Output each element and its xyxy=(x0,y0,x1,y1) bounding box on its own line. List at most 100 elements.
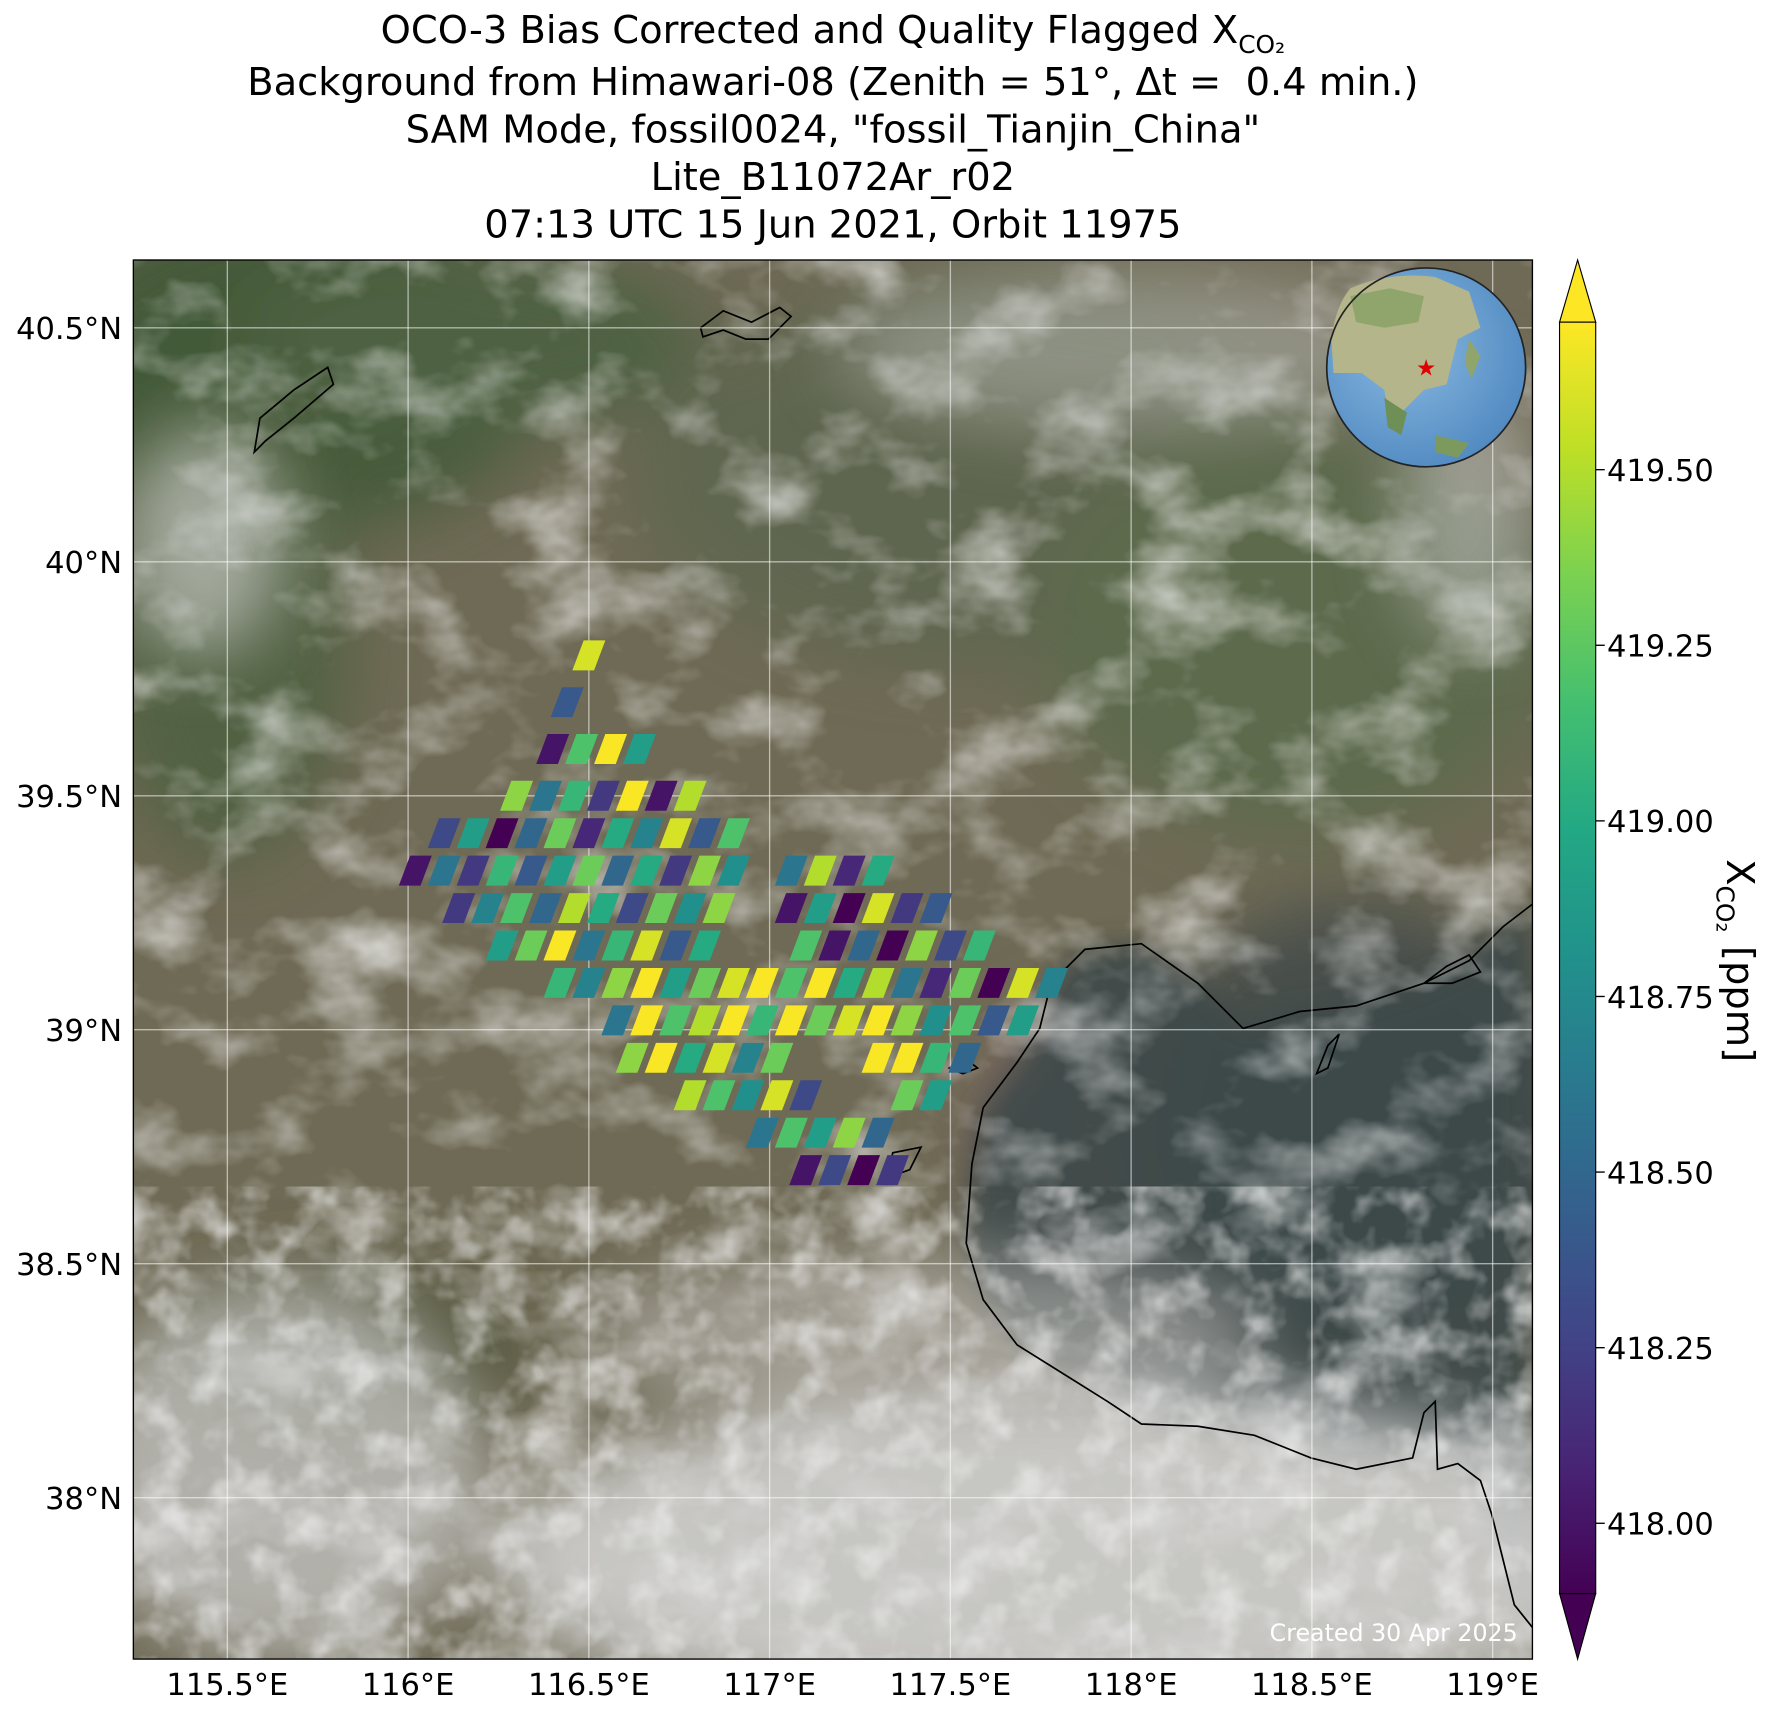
footprint xyxy=(630,1005,664,1036)
footprint xyxy=(760,1080,794,1111)
footprint xyxy=(745,1117,779,1148)
footprint xyxy=(774,967,808,998)
footprint xyxy=(789,1080,823,1111)
footprint xyxy=(673,1080,707,1111)
footprint xyxy=(536,733,570,764)
footprint xyxy=(745,967,779,998)
footprint xyxy=(550,687,584,718)
footprint xyxy=(818,930,852,961)
footprint xyxy=(528,780,562,811)
footprint xyxy=(919,967,953,998)
footprint xyxy=(890,1042,924,1073)
colorbar-tick-label: 419.25 xyxy=(1607,630,1714,665)
subtitle: 07:13 UTC 15 Jun 2021, Orbit 11975 xyxy=(484,202,1181,247)
footprint xyxy=(716,855,750,886)
footprint xyxy=(615,780,649,811)
footprint xyxy=(803,1005,837,1036)
footprint xyxy=(861,967,895,998)
title-subscript: CO₂ xyxy=(1238,30,1285,59)
subtitle: Lite_B11072Ar_r02 xyxy=(651,155,1015,200)
footprint xyxy=(861,1005,895,1036)
footprint xyxy=(977,1005,1011,1036)
footprint xyxy=(890,893,924,924)
footprint xyxy=(861,893,895,924)
colorbar-tick-label: 418.00 xyxy=(1607,1508,1714,1543)
footprint xyxy=(1006,1005,1040,1036)
footprint xyxy=(1035,967,1069,998)
footprint xyxy=(688,1005,722,1036)
footprint xyxy=(572,930,606,961)
footprint xyxy=(890,967,924,998)
footprint xyxy=(716,967,750,998)
footprint xyxy=(485,818,519,849)
footprint xyxy=(702,893,736,924)
footprint xyxy=(702,1080,736,1111)
title-text: OCO-3 Bias Corrected and Quality Flagged… xyxy=(381,8,1239,53)
colorbar-label: XCO₂ [ppm] xyxy=(1711,859,1762,1062)
y-tick-label: 39°N xyxy=(45,1014,122,1049)
footprint xyxy=(514,930,548,961)
footprint xyxy=(615,893,649,924)
footprint xyxy=(500,780,534,811)
colorbar-label-unit: [ppm] xyxy=(1717,946,1762,1062)
footprint xyxy=(847,930,881,961)
x-tick-label: 118°E xyxy=(1085,1668,1178,1703)
footprint xyxy=(803,967,837,998)
footprint xyxy=(876,1155,910,1186)
footprint xyxy=(659,1005,693,1036)
footprint xyxy=(803,893,837,924)
footprint xyxy=(876,930,910,961)
footprint xyxy=(745,1005,779,1036)
footprint xyxy=(688,967,722,998)
footprint xyxy=(688,818,722,849)
colorbar-tick-label: 419.00 xyxy=(1607,805,1714,840)
footprint xyxy=(485,855,519,886)
footprint xyxy=(948,1042,982,1073)
footprint xyxy=(427,855,461,886)
footprint xyxy=(630,818,664,849)
footprint xyxy=(919,1042,953,1073)
colorbar-tick-label: 418.50 xyxy=(1607,1156,1714,1191)
y-tick-label: 39.5°N xyxy=(16,780,122,815)
satellite-background xyxy=(133,260,1533,1660)
footprint xyxy=(774,893,808,924)
footprint xyxy=(919,1005,953,1036)
x-tick-label: 118.5°E xyxy=(1251,1668,1373,1703)
y-tick-label: 38°N xyxy=(45,1482,122,1517)
footprint xyxy=(688,855,722,886)
footprint xyxy=(1006,967,1040,998)
subtitle: SAM Mode, fossil0024, "fossil_Tianjin_Ch… xyxy=(406,107,1261,152)
footprint xyxy=(861,1042,895,1073)
footprint xyxy=(962,930,996,961)
footprint xyxy=(659,855,693,886)
x-tick-label: 117°E xyxy=(723,1668,816,1703)
footprint xyxy=(774,1117,808,1148)
footprint xyxy=(543,855,577,886)
chart-title: OCO-3 Bias Corrected and Quality Flagged… xyxy=(381,8,1285,59)
footprint xyxy=(688,930,722,961)
y-tick-label: 38.5°N xyxy=(16,1248,122,1283)
footprint xyxy=(557,893,591,924)
x-tick-label: 116.5°E xyxy=(528,1668,650,1703)
footprint xyxy=(673,893,707,924)
footprint xyxy=(890,1080,924,1111)
footprint xyxy=(427,818,461,849)
colorbar-extend-max xyxy=(1558,257,1597,323)
footprint xyxy=(456,855,490,886)
footprint xyxy=(731,1042,765,1073)
footprint xyxy=(500,893,534,924)
footprint xyxy=(528,893,562,924)
footprint xyxy=(442,893,476,924)
footprint xyxy=(673,780,707,811)
footprint xyxy=(890,1005,924,1036)
footprint xyxy=(601,855,635,886)
footprint xyxy=(586,780,620,811)
footprint xyxy=(977,967,1011,998)
footprint xyxy=(514,818,548,849)
footprint xyxy=(789,930,823,961)
footprint xyxy=(659,930,693,961)
footprint xyxy=(659,967,693,998)
footprint xyxy=(774,1005,808,1036)
footprint xyxy=(919,893,953,924)
